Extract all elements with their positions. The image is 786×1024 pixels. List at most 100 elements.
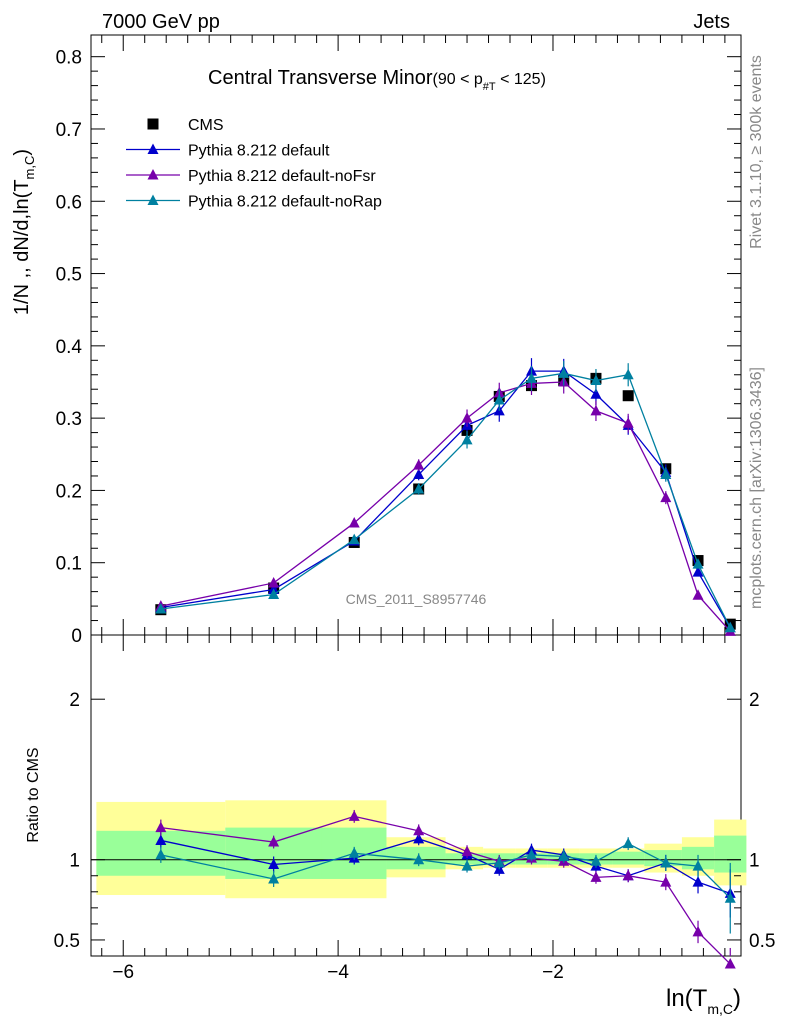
data-point <box>622 417 634 428</box>
ratio-tick-label-right: 0.5 <box>749 931 775 952</box>
ratio-point <box>692 876 704 887</box>
axis-tick-labels: 0 0.1 0.2 0.3 0.4 0.5 0.6 0.7 0.8 −6 −4 −2 0.5 0.5 1 1 2… <box>54 48 776 983</box>
y-tick-label: 0.1 <box>56 554 82 575</box>
y-label-end: ) <box>11 149 33 156</box>
rivet-version-label: Rivet 3.1.10, ≥ 300k events <box>748 55 765 249</box>
ratio-point <box>493 856 505 868</box>
data-point <box>692 589 704 600</box>
legend-label: Pythia 8.212 default-noFsr <box>188 168 376 185</box>
y-axis-label: 1/N ,, dN/d,ln(Tm,C) <box>11 149 37 315</box>
ratio-stat-band <box>386 846 446 870</box>
ratio-point <box>692 925 704 937</box>
legend-label: Pythia 8.212 default-noRap <box>188 194 382 211</box>
y-label-sub: m,C <box>22 156 37 180</box>
data-point <box>413 459 425 470</box>
ratio-point <box>724 892 736 903</box>
data-point <box>525 372 537 383</box>
ratio-tick-label: 1 <box>69 851 80 872</box>
data-point <box>461 412 473 423</box>
ratio-point <box>413 824 425 836</box>
x-tick-label: −6 <box>112 962 134 983</box>
data-point <box>692 558 704 569</box>
data-point <box>622 368 634 380</box>
ratio-point <box>525 848 537 860</box>
data-point <box>461 433 473 445</box>
title-range-end: < 125) <box>496 71 546 88</box>
ratio-point <box>268 872 280 884</box>
series-line <box>160 372 731 629</box>
data-series <box>155 358 736 969</box>
y-tick-label: 0.2 <box>56 481 82 502</box>
data-point <box>590 374 602 386</box>
data-point <box>660 491 672 503</box>
ratio-point <box>155 834 167 845</box>
data-point <box>692 566 704 577</box>
ratio-point <box>155 821 167 833</box>
ratio-point <box>348 810 360 821</box>
data-point <box>155 602 167 614</box>
ratio-point <box>622 837 634 849</box>
title-range: (90 < p <box>433 71 483 88</box>
legend-marker <box>147 143 159 154</box>
x-axis-label: ln(Tm,C) <box>666 985 741 1017</box>
ratio-stat-band <box>644 850 682 867</box>
series-3 <box>155 361 736 934</box>
y-label-main: 1/N ,, dN/d,ln(T <box>11 179 33 315</box>
ratio-tick-label-right: 2 <box>749 690 760 711</box>
data-point <box>413 468 425 480</box>
ratio-point <box>590 855 602 866</box>
ratio-tick-label-right: 1 <box>749 851 760 872</box>
ratio-point <box>155 848 167 860</box>
data-point <box>590 404 602 416</box>
ratio-point <box>660 876 672 887</box>
ratio-point <box>660 856 672 868</box>
ratio-point <box>692 860 704 871</box>
analysis-watermark: CMS_2011_S8957746 <box>346 591 487 607</box>
ratio-point <box>590 871 602 882</box>
legend-marker <box>147 169 159 180</box>
chart-title: Central Transverse Minor(90 < p#T < 125) <box>208 67 546 93</box>
data-point <box>724 621 736 633</box>
header-right: Jets <box>693 11 730 33</box>
ratio-point <box>268 836 280 847</box>
ratio-point <box>268 858 280 870</box>
data-point <box>413 482 425 494</box>
x-label-main: ln(T <box>666 985 708 1012</box>
legend-marker <box>147 194 159 205</box>
legend: CMS Pythia 8.212 default Pythia 8.212 defa… <box>126 117 382 211</box>
x-tick-label: −4 <box>327 962 349 983</box>
y-tick-label: 0 <box>71 626 82 647</box>
data-point <box>622 390 634 402</box>
y-tick-label: 0.4 <box>56 337 83 358</box>
data-point <box>660 468 672 480</box>
data-point <box>348 533 360 545</box>
data-point <box>348 516 360 528</box>
y-tick-label: 0.7 <box>56 120 82 141</box>
x-label-sub: m,C <box>707 1001 733 1017</box>
data-point <box>268 588 280 600</box>
data-point <box>590 388 602 399</box>
ratio-point <box>461 860 473 871</box>
y-tick-label: 0.6 <box>56 192 82 213</box>
data-point <box>268 576 280 588</box>
ratio-y-axis-label: Ratio to CMS <box>25 747 42 842</box>
y-tick-label: 0.8 <box>56 48 82 69</box>
title-main: Central Transverse Minor <box>208 67 433 89</box>
axis-ticks <box>91 35 741 956</box>
data-point <box>493 394 505 405</box>
ratio-tick-label: 2 <box>69 690 80 711</box>
legend-marker <box>147 118 159 130</box>
x-tick-label: −2 <box>542 962 564 983</box>
series-line <box>160 370 731 629</box>
ratio-point <box>413 832 425 844</box>
ratio-point <box>348 847 360 858</box>
ratio-point <box>622 869 634 881</box>
ratio-plot-frame <box>90 634 742 957</box>
title-range-sub: #T <box>483 81 496 93</box>
ratio-point <box>558 850 570 861</box>
ratio-stat-band <box>612 851 645 865</box>
header-left: 7000 GeV pp <box>102 11 220 33</box>
legend-label: Pythia 8.212 default <box>188 143 330 160</box>
mcplots-label: mcplots.cern.ch [arXiv:1306.3436] <box>748 367 765 609</box>
